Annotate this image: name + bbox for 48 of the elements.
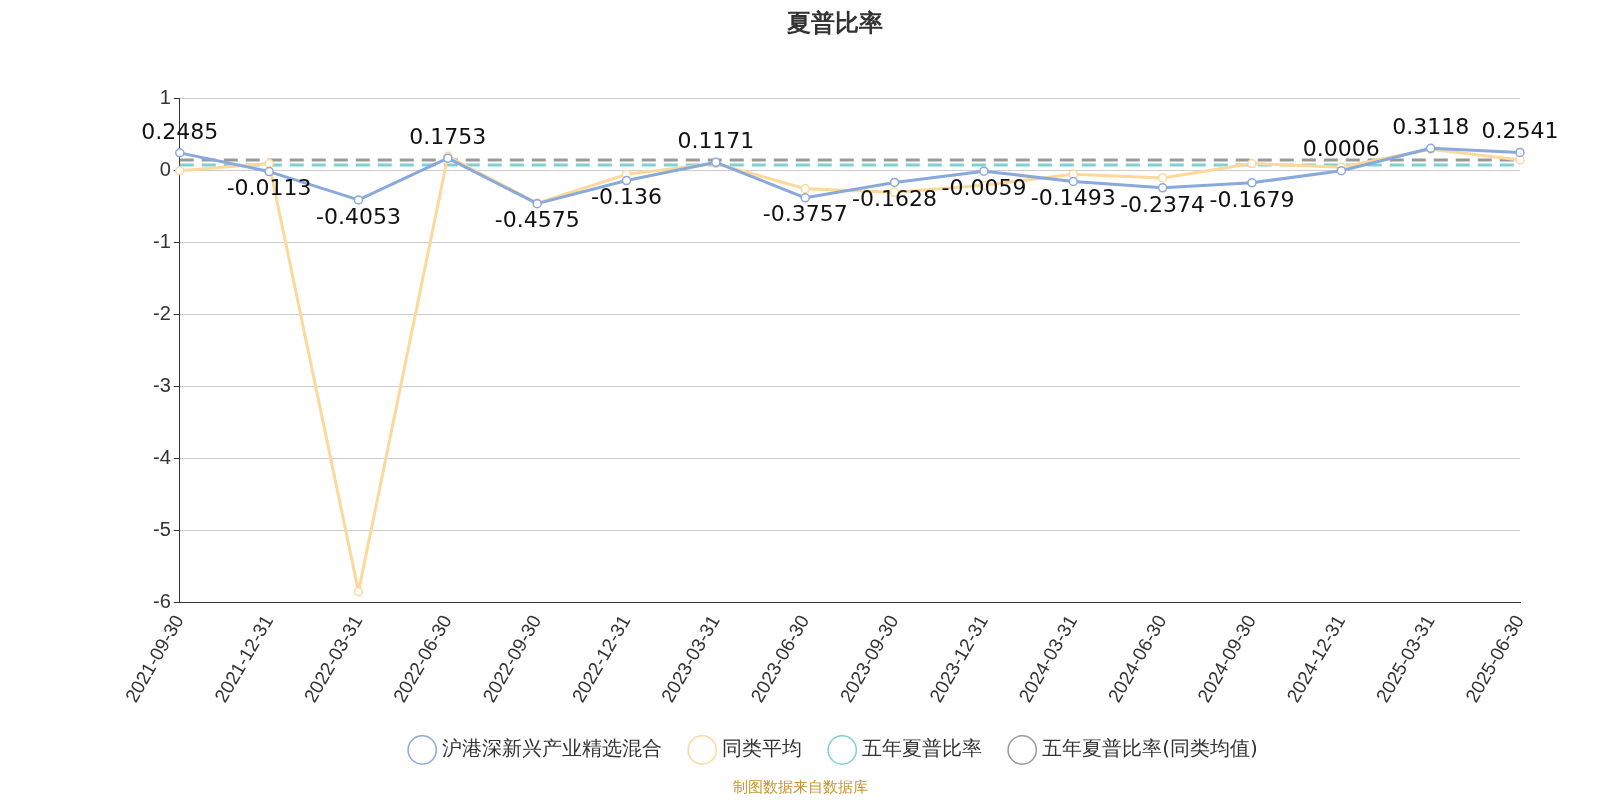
text: 制图数据来自数据库	[731, 778, 869, 797]
legend-label: 五年夏普比率(同类均值)	[1042, 736, 1258, 761]
point	[800, 193, 810, 203]
point	[1515, 155, 1525, 165]
chart-title: 夏普比率	[786, 8, 883, 37]
point	[1157, 173, 1168, 183]
y-tick-label: -3	[152, 374, 171, 397]
data-label: -0.4053	[316, 203, 401, 229]
data-label: 0.2541	[1481, 118, 1559, 144]
data-label: -0.4575	[494, 207, 580, 233]
point	[353, 586, 364, 597]
legend-label: 沪港深新兴产业精选混合	[442, 736, 663, 761]
point	[1068, 176, 1079, 187]
point	[621, 175, 632, 186]
point	[264, 158, 274, 169]
point	[889, 177, 900, 188]
data-label: 0.3118	[1392, 114, 1470, 140]
legend-label: 五年夏普比率	[862, 736, 983, 761]
data-label: -0.136	[591, 184, 662, 210]
y-tick-label: -1	[152, 230, 171, 253]
point	[1157, 183, 1168, 193]
data-label: -0.1628	[852, 186, 938, 212]
point	[175, 148, 185, 158]
y-tick-label: 1	[159, 86, 171, 109]
data-label: -0.3757	[762, 201, 848, 227]
data-label: 0.1753	[409, 123, 487, 149]
data-label: -0.1679	[1209, 186, 1295, 212]
point	[175, 166, 185, 176]
data-label: -0.1493	[1030, 185, 1116, 211]
data-label: 0.1171	[677, 128, 755, 154]
point	[1247, 158, 1257, 169]
point	[353, 195, 364, 205]
point	[264, 166, 274, 177]
point	[1247, 178, 1257, 188]
point	[800, 183, 810, 194]
y-tick-label: -2	[152, 302, 171, 325]
point	[1336, 165, 1347, 176]
y-tick-label: -6	[152, 589, 171, 612]
legend-label: 同类平均	[722, 736, 803, 761]
y-tick-label: 0	[159, 158, 171, 181]
point	[979, 166, 989, 176]
data-label: 0.0006	[1302, 136, 1380, 162]
data-label: -0.2374	[1120, 191, 1206, 217]
y-tick-label: -5	[152, 518, 171, 540]
point	[1515, 147, 1525, 158]
y-tick-label: -4	[152, 446, 171, 469]
data-label: -0.0059	[941, 174, 1027, 200]
data-label: -0.0113	[226, 175, 312, 201]
